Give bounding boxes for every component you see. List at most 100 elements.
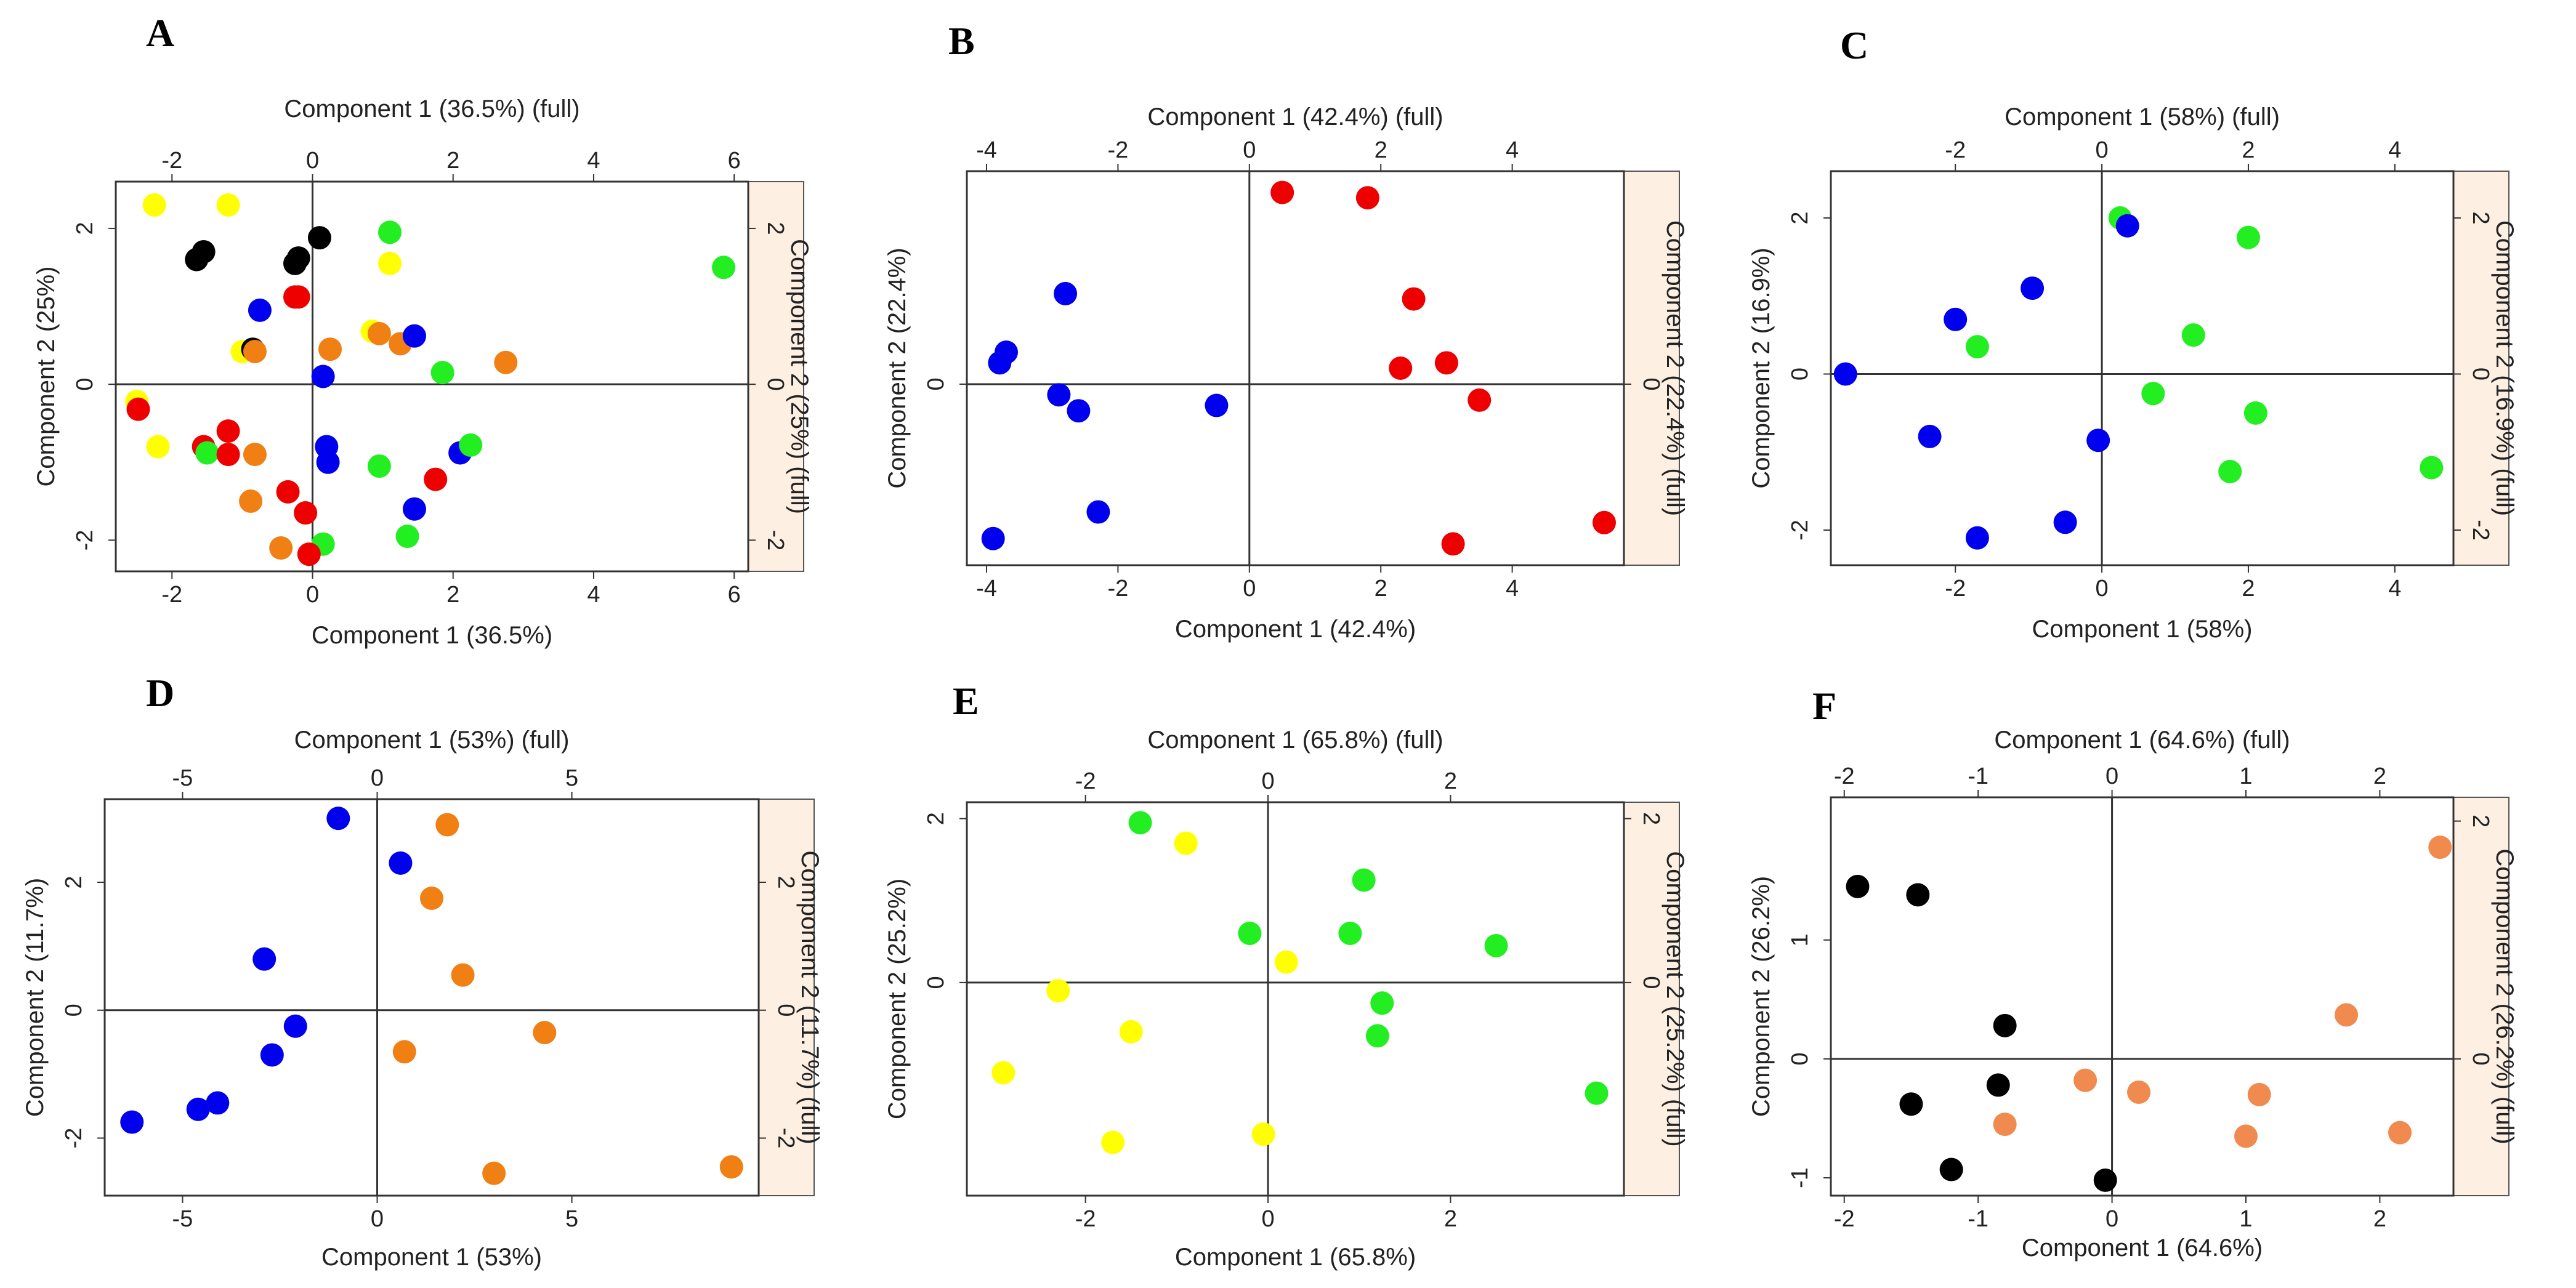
data-point-green (2181, 323, 2205, 347)
data-point-blue (2086, 429, 2110, 453)
data-point-blue (2053, 510, 2077, 534)
data-point-red (294, 501, 318, 525)
data-point-orange (367, 321, 391, 345)
data-point-salmon (1993, 1113, 2017, 1137)
data-point-yellow (216, 193, 240, 217)
y-tick-label-left: -1 (1787, 1167, 1813, 1188)
x-tick-label-top: -2 (1108, 137, 1129, 163)
right-axis-strip (748, 181, 804, 572)
data-point-orange (435, 813, 459, 837)
y-axis-title-right: Component 2 (22.4%) (full) (1661, 220, 1689, 516)
y-axis-title: Component 2 (25.2%) (884, 879, 911, 1119)
data-point-black (307, 226, 331, 250)
data-point-orange (239, 489, 263, 513)
x-tick-label-bottom: 0 (2096, 576, 2109, 602)
y-tick-label-left: 2 (1787, 211, 1813, 224)
data-point-blue (326, 807, 350, 831)
y-tick-label-left: 2 (72, 222, 98, 235)
data-point-blue (1205, 393, 1229, 417)
data-point-green (2141, 382, 2165, 406)
data-point-black (1899, 1092, 1923, 1116)
data-point-yellow (1101, 1130, 1125, 1154)
data-point-red (1441, 532, 1465, 556)
data-point-blue (402, 497, 426, 521)
data-point-blue (260, 1043, 284, 1067)
panel-f: F -2 -2 -1 -1 0 0 1 1 2 2 -1 0 1 0 2 Component 1 (64.6%)… (1748, 684, 2518, 1262)
x-tick-label-bottom: -2 (161, 582, 182, 608)
x-tick-label-bottom: 6 (728, 582, 741, 608)
x-tick-label-bottom: 0 (2106, 1206, 2118, 1232)
y-axis-title: Component 2 (26.2%) (1748, 876, 1775, 1117)
x-tick-label-top: 2 (1444, 768, 1457, 794)
data-point-black (1846, 874, 1870, 898)
data-point-blue (1047, 383, 1071, 407)
data-point-orange (269, 536, 293, 560)
data-point-red (1402, 287, 1426, 311)
data-point-yellow (1046, 979, 1070, 1003)
data-point-blue (1965, 526, 1989, 550)
data-point-orange (243, 443, 267, 467)
x-tick-label-top: 2 (2242, 137, 2255, 163)
x-tick-label-top: 0 (1261, 768, 1274, 794)
data-point-orange (243, 339, 267, 363)
data-point-yellow (991, 1061, 1015, 1085)
x-tick-label-top: -2 (1945, 137, 1966, 163)
y-axis-title: Component 2 (22.4%) (884, 248, 911, 488)
data-point-green (1128, 811, 1152, 835)
data-point-green (1338, 922, 1362, 945)
y-tick-label-left: 2 (61, 875, 87, 888)
x-tick-label-top: 0 (306, 148, 319, 174)
panel-c: C -2 -2 0 0 2 2 4 4 -2 0 2 -2 0 2 Component 1 (58%) Comp… (1748, 23, 2518, 643)
x-axis-title-top: Component 1 (42.4%) (full) (1147, 103, 1443, 131)
data-point-orange (420, 887, 443, 910)
panel-letter: B (948, 19, 975, 63)
x-axis-title-top: Component 1 (65.8%) (full) (1147, 727, 1443, 754)
panel-letter: D (146, 671, 174, 715)
data-point-blue (186, 1097, 210, 1121)
data-point-black (2093, 1168, 2117, 1192)
y-tick-label-right: -2 (773, 1128, 799, 1149)
y-tick-label-right: -2 (2468, 520, 2493, 541)
data-point-green (430, 361, 454, 385)
x-tick-label-top: 2 (446, 148, 459, 174)
data-point-green (1365, 1024, 1389, 1048)
data-point-red (297, 542, 321, 566)
y-tick-label-left: -2 (72, 529, 98, 550)
data-point-yellow (378, 251, 402, 275)
x-tick-label-top: 2 (1375, 137, 1387, 163)
data-point-black (1939, 1157, 1963, 1181)
data-point-red (276, 480, 300, 504)
plot-area (966, 801, 1625, 1197)
data-point-yellow (1251, 1122, 1275, 1146)
data-point-salmon (2073, 1068, 2098, 1092)
data-point-green (1352, 868, 1376, 892)
y-tick-label-right: 2 (773, 875, 799, 888)
data-point-orange (719, 1155, 743, 1179)
plot-area (1830, 170, 2455, 566)
data-point-blue (389, 851, 413, 875)
x-tick-label-top: 1 (2239, 763, 2252, 789)
x-tick-label-top: 0 (2106, 763, 2118, 789)
data-point-salmon (2388, 1121, 2412, 1145)
panel-b: B -4 -4 -2 -2 0 0 2 2 4 4 0 0 Component 1 (42.4%) Comp… (884, 19, 1689, 643)
data-point-yellow (1174, 831, 1198, 855)
y-tick-label-right: 0 (762, 378, 788, 391)
x-tick-label-bottom: 0 (1261, 1206, 1274, 1232)
data-point-green (1585, 1081, 1609, 1105)
x-axis-title-top: Component 1 (64.6%) (full) (1994, 727, 2290, 754)
x-tick-label-bottom: 1 (2239, 1206, 2252, 1232)
y-tick-label-left: 0 (923, 976, 949, 989)
x-tick-label-bottom: -4 (976, 576, 997, 602)
x-tick-label-top: 4 (587, 148, 600, 174)
x-tick-label-top: -2 (161, 148, 182, 174)
panel-letter: F (1812, 684, 1836, 728)
y-tick-label-right: 2 (762, 222, 788, 235)
x-tick-label-top: 0 (2096, 137, 2109, 163)
data-point-salmon (2127, 1080, 2151, 1104)
right-axis-strip (2453, 171, 2509, 566)
x-tick-label-top: -2 (1834, 763, 1855, 789)
x-tick-label-top: -5 (172, 765, 193, 791)
x-axis-title: Component 1 (36.5%) (312, 622, 552, 649)
data-point-blue (252, 947, 277, 971)
data-point-blue (283, 1014, 307, 1038)
